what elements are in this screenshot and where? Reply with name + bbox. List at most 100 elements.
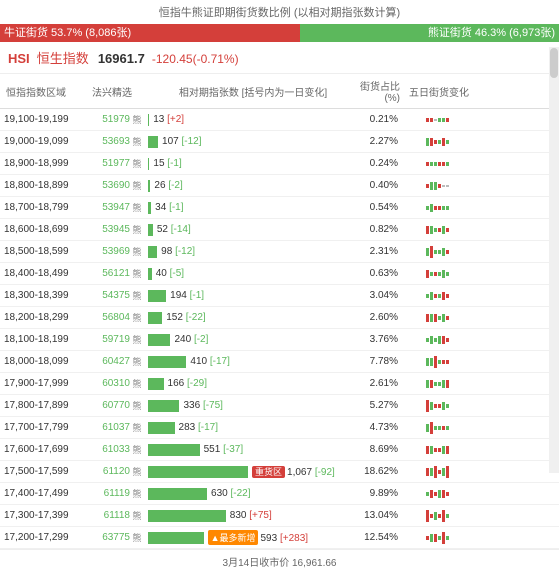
scrollbar-thumb[interactable]	[550, 48, 558, 78]
warrant-cell[interactable]: 59719	[82, 334, 130, 345]
index-code: HSI	[8, 51, 30, 66]
warrant-cell[interactable]: 63775	[82, 532, 130, 543]
table-row[interactable]: 17,300-17,39961118熊830 [+75]13.04%	[0, 505, 559, 527]
header-pct: 街货占比(%)	[356, 78, 404, 104]
index-value: 16961.7	[98, 51, 145, 66]
table-row[interactable]: 19,000-19,09953693熊107 [-12]2.27%	[0, 131, 559, 153]
bar-cell: 26 [-2]	[144, 179, 354, 193]
top-title: 恒指牛熊证即期街货数比例 (以相对期指张数计算)	[0, 0, 559, 24]
spark-cell	[402, 314, 472, 322]
bear-icon: 熊	[130, 179, 144, 192]
warrant-cell[interactable]: 54375	[82, 290, 130, 301]
table-row[interactable]: 18,900-18,99951977熊15 [-1]0.24%	[0, 153, 559, 175]
table-row[interactable]: 18,700-18,79953947熊34 [-1]0.54%	[0, 197, 559, 219]
warrant-cell[interactable]: 53690	[82, 180, 130, 191]
warrant-cell[interactable]: 61120	[82, 466, 130, 477]
spark-cell	[402, 204, 472, 212]
bar-cell: 152 [-22]	[144, 311, 354, 325]
warrant-cell[interactable]: 56121	[82, 268, 130, 279]
bear-icon: 熊	[130, 487, 144, 500]
pct-cell: 2.61%	[354, 378, 402, 389]
range-cell: 18,800-18,899	[0, 180, 82, 191]
bear-icon: 熊	[130, 157, 144, 170]
table-row[interactable]: 18,400-18,49956121熊40 [-5]0.63%	[0, 263, 559, 285]
table-row[interactable]: 18,000-18,09960427熊410 [-17]7.78%	[0, 351, 559, 373]
table-row[interactable]: 17,200-17,29963775熊▲最多新增593 [+283]12.54%	[0, 527, 559, 549]
spark-cell	[402, 226, 472, 234]
spark-cell	[402, 292, 472, 300]
warrant-cell[interactable]: 61033	[82, 444, 130, 455]
pct-cell: 0.63%	[354, 268, 402, 279]
bar-cell: 15 [-1]	[144, 157, 354, 171]
table-row[interactable]: 17,500-17,59961120熊重货区1,067 [-92]18.62%	[0, 461, 559, 483]
bear-icon: 熊	[130, 465, 144, 478]
pct-cell: 3.76%	[354, 334, 402, 345]
range-cell: 17,600-17,699	[0, 444, 82, 455]
warrant-cell[interactable]: 53945	[82, 224, 130, 235]
warrant-cell[interactable]: 61118	[82, 510, 130, 521]
heavy-badge: 重货区	[252, 466, 285, 478]
table-row[interactable]: 18,600-18,69953945熊52 [-14]0.82%	[0, 219, 559, 241]
pct-cell: 9.89%	[354, 488, 402, 499]
warrant-cell[interactable]: 60427	[82, 356, 130, 367]
hot-badge: ▲最多新增	[208, 530, 259, 545]
warrant-cell[interactable]: 51979	[82, 114, 130, 125]
range-cell: 17,200-17,299	[0, 532, 82, 543]
table-row[interactable]: 18,500-18,59953969熊98 [-12]2.31%	[0, 241, 559, 263]
warrant-cell[interactable]: 60310	[82, 378, 130, 389]
header-row: 恒指指数区域 法兴精选 相对期指张数 [括号内为一日变化] 街货占比(%) 五日…	[0, 74, 559, 109]
range-cell: 17,800-17,899	[0, 400, 82, 411]
range-cell: 18,700-18,799	[0, 202, 82, 213]
table-row[interactable]: 18,800-18,89953690熊26 [-2]0.40%	[0, 175, 559, 197]
spark-cell	[402, 118, 472, 122]
warrant-cell[interactable]: 56804	[82, 312, 130, 323]
scrollbar[interactable]	[549, 47, 559, 473]
spark-cell	[402, 380, 472, 388]
bar-cell: 107 [-12]	[144, 135, 354, 149]
spark-cell	[402, 162, 472, 166]
pct-cell: 5.27%	[354, 400, 402, 411]
bear-icon: 熊	[130, 223, 144, 236]
data-rows: 19,100-19,19951979熊13 [+2]0.21%19,000-19…	[0, 109, 559, 549]
range-cell: 17,700-17,799	[0, 422, 82, 433]
bear-icon: 熊	[130, 421, 144, 434]
table-row[interactable]: 17,800-17,89960770熊336 [-75]5.27%	[0, 395, 559, 417]
warrant-cell[interactable]: 53693	[82, 136, 130, 147]
bar-cell: 166 [-29]	[144, 377, 354, 391]
pct-cell: 0.21%	[354, 114, 402, 125]
bar-cell: 98 [-12]	[144, 245, 354, 259]
table-row[interactable]: 17,700-17,79961037熊283 [-17]4.73%	[0, 417, 559, 439]
bear-icon: 熊	[130, 377, 144, 390]
pct-cell: 18.62%	[354, 466, 402, 477]
pct-cell: 13.04%	[354, 510, 402, 521]
table-row[interactable]: 17,400-17,49961119熊630 [-22]9.89%	[0, 483, 559, 505]
bar-cell: 重货区1,067 [-92]	[144, 465, 354, 479]
spark-cell	[402, 446, 472, 454]
header-warrant: 法兴精选	[84, 84, 132, 99]
table-row[interactable]: 17,600-17,69961033熊551 [-37]8.69%	[0, 439, 559, 461]
warrant-cell[interactable]: 60770	[82, 400, 130, 411]
range-cell: 17,300-17,399	[0, 510, 82, 521]
warrant-cell[interactable]: 53947	[82, 202, 130, 213]
header-range: 恒指指数区域	[2, 84, 84, 99]
pct-cell: 2.27%	[354, 136, 402, 147]
table-row[interactable]: 18,200-18,29956804熊152 [-22]2.60%	[0, 307, 559, 329]
warrant-cell[interactable]: 61037	[82, 422, 130, 433]
warrant-cell[interactable]: 51977	[82, 158, 130, 169]
table-row[interactable]: 18,100-18,19959719熊240 [-2]3.76%	[0, 329, 559, 351]
pct-cell: 4.73%	[354, 422, 402, 433]
table-row[interactable]: 17,900-17,99960310熊166 [-29]2.61%	[0, 373, 559, 395]
bar-cell: 551 [-37]	[144, 443, 354, 457]
spark-cell	[402, 490, 472, 498]
range-cell: 18,300-18,399	[0, 290, 82, 301]
table-row[interactable]: 19,100-19,19951979熊13 [+2]0.21%	[0, 109, 559, 131]
warrant-cell[interactable]: 53969	[82, 246, 130, 257]
warrant-cell[interactable]: 61119	[82, 488, 130, 499]
spark-cell	[402, 138, 472, 146]
index-row: HSI 恒生指数 16961.7 -120.45(-0.71%)	[0, 42, 559, 74]
bar-cell: 336 [-75]	[144, 399, 354, 413]
table-row[interactable]: 18,300-18,39954375熊194 [-1]3.04%	[0, 285, 559, 307]
bear-icon: 熊	[130, 245, 144, 258]
pct-cell: 12.54%	[354, 532, 402, 543]
bear-icon: 熊	[130, 509, 144, 522]
